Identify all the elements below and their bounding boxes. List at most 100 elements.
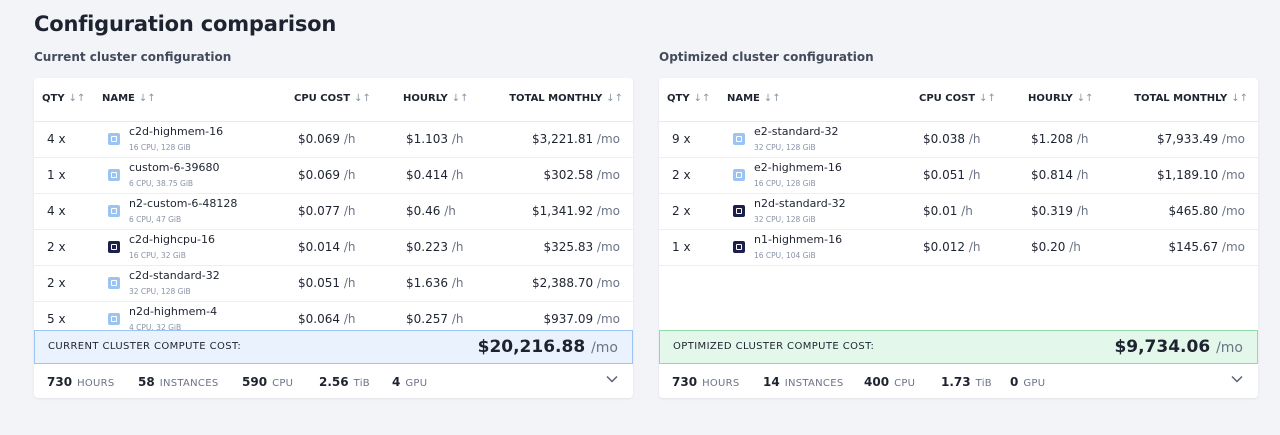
table-header: QTY ↓↑ NAME ↓↑ CPU COST ↓↑ HOURLY ↓↑ TOTAL M… [659, 78, 1258, 122]
column-cpu-cost[interactable]: CPU COST ↓↑ [919, 93, 996, 104]
table-row[interactable]: 9 x e2-standard-32 32 CPU, 128 GiB $0.038 /… [659, 122, 1258, 158]
stat-instances: 58 INSTANCES [138, 375, 219, 389]
column-hourly[interactable]: HOURLY ↓↑ [1028, 93, 1094, 104]
cpu-cost-cell: $0.01 /h [923, 204, 973, 218]
stat-cpu: 590 CPU [242, 375, 294, 389]
instance-name: c2d-standard-32 [129, 269, 220, 282]
instance-name: n2d-highmem-4 [129, 305, 218, 318]
instance-name: e2-highmem-16 [754, 161, 842, 174]
column-total-monthly[interactable]: TOTAL MONTHLY ↓↑ [1134, 93, 1248, 104]
sort-icon[interactable]: ↓↑ [606, 93, 623, 104]
instance-type-icon [733, 205, 745, 217]
instance-rows[interactable]: 9 x e2-standard-32 32 CPU, 128 GiB $0.038 /… [659, 122, 1258, 330]
instance-spec: 32 CPU, 128 GiB [129, 287, 191, 296]
instance-spec: 4 CPU, 32 GiB [129, 323, 182, 330]
instance-type-icon [108, 313, 120, 325]
instance-name: n1-highmem-16 [754, 233, 843, 246]
instance-rows[interactable]: 4 x c2d-highmem-16 16 CPU, 128 GiB $0.069 /… [34, 122, 633, 330]
stat-gpu: 4 GPU [392, 375, 428, 389]
cpu-cost-cell: $0.038 /h [923, 132, 981, 146]
monthly-cell: $1,341.92 /mo [532, 204, 620, 218]
monthly-cell: $937.09 /mo [543, 312, 620, 326]
chevron-down-icon[interactable] [605, 372, 619, 386]
sort-icon[interactable]: ↓↑ [354, 93, 371, 104]
table-row[interactable]: 1 x custom-6-39680 6 CPU, 38.75 GiB $0.069 … [34, 158, 633, 194]
column-cpu-cost[interactable]: CPU COST ↓↑ [294, 93, 371, 104]
table-row[interactable]: 2 x n2d-standard-32 32 CPU, 128 GiB $0.01 /… [659, 194, 1258, 230]
monthly-cell: $465.80 /mo [1168, 204, 1245, 218]
stat-instances: 14 INSTANCES [763, 375, 844, 389]
table-row[interactable]: 4 x n2-custom-6-48128 6 CPU, 47 GiB $0.077 … [34, 194, 633, 230]
instance-spec: 16 CPU, 128 GiB [129, 143, 191, 152]
qty-cell: 9 x [672, 132, 691, 146]
table-row[interactable]: 1 x n1-highmem-16 16 CPU, 104 GiB $0.012 /h… [659, 230, 1258, 266]
sort-icon[interactable]: ↓↑ [68, 93, 86, 104]
current-stats-bar: 730 HOURS 58 INSTANCES 590 CPU 2.56 TiB 4 GPU [34, 364, 633, 398]
instance-type-icon [733, 169, 745, 181]
summary-label: CURRENT CLUSTER COMPUTE COST: [48, 341, 242, 352]
optimized-stats-bar: 730 HOURS 14 INSTANCES 400 CPU 1.73 TiB 0 GPU [659, 364, 1258, 398]
column-total-monthly[interactable]: TOTAL MONTHLY ↓↑ [509, 93, 623, 104]
chevron-down-icon[interactable] [1230, 372, 1244, 386]
qty-cell: 2 x [47, 240, 66, 254]
cpu-cost-cell: $0.064 /h [298, 312, 356, 326]
hourly-cell: $0.414 /h [406, 168, 464, 182]
qty-cell: 2 x [672, 168, 691, 182]
qty-cell: 4 x [47, 132, 66, 146]
instance-spec: 32 CPU, 128 GiB [754, 143, 816, 152]
sort-icon[interactable]: ↓↑ [1076, 93, 1094, 104]
instance-type-icon [108, 205, 120, 217]
qty-cell: 2 x [47, 276, 66, 290]
monthly-cell: $1,189.10 /mo [1157, 168, 1245, 182]
instance-name: n2-custom-6-48128 [129, 197, 238, 210]
summary-value: $9,734.06 /mo [1114, 337, 1243, 357]
stat-hours: 730 HOURS [672, 375, 740, 389]
optimized-config-panel: Optimized cluster configuration QTY ↓↑ NA… [659, 50, 1259, 398]
column-name[interactable]: NAME ↓↑ [102, 93, 156, 104]
sort-icon[interactable]: ↓↑ [979, 93, 996, 104]
qty-cell: 2 x [672, 204, 691, 218]
hourly-cell: $1.208 /h [1031, 132, 1089, 146]
instance-type-icon [108, 133, 120, 145]
qty-cell: 5 x [47, 312, 66, 326]
sort-icon[interactable]: ↓↑ [693, 93, 711, 104]
sort-icon[interactable]: ↓↑ [451, 93, 469, 104]
current-config-card: QTY ↓↑ NAME ↓↑ CPU COST ↓↑ HOURLY ↓↑ TOTAL M… [34, 78, 633, 398]
sort-icon[interactable]: ↓↑ [138, 93, 156, 104]
table-row[interactable]: 4 x c2d-highmem-16 16 CPU, 128 GiB $0.069 /… [34, 122, 633, 158]
stat-gpu: 0 GPU [1010, 375, 1046, 389]
hourly-cell: $0.319 /h [1031, 204, 1089, 218]
cpu-cost-cell: $0.069 /h [298, 168, 356, 182]
column-qty[interactable]: QTY ↓↑ [667, 93, 711, 104]
cpu-cost-cell: $0.077 /h [298, 204, 356, 218]
optimized-cost-summary: OPTIMIZED CLUSTER COMPUTE COST: $9,734.0… [659, 330, 1258, 364]
column-qty[interactable]: QTY ↓↑ [42, 93, 86, 104]
sort-icon[interactable]: ↓↑ [763, 93, 781, 104]
instance-type-icon [108, 277, 120, 289]
stat-cpu: 400 CPU [864, 375, 916, 389]
column-name[interactable]: NAME ↓↑ [727, 93, 781, 104]
page-title: Configuration comparison [34, 12, 337, 36]
instance-type-icon [733, 133, 745, 145]
monthly-cell: $145.67 /mo [1168, 240, 1245, 254]
table-row[interactable]: 5 x n2d-highmem-4 4 CPU, 32 GiB $0.064 /h $0… [34, 302, 633, 330]
stat-memory: 2.56 TiB [319, 375, 370, 389]
hourly-cell: $0.46 /h [406, 204, 456, 218]
panel-title: Optimized cluster configuration [659, 50, 874, 64]
sort-icon[interactable]: ↓↑ [1231, 93, 1248, 104]
column-hourly[interactable]: HOURLY ↓↑ [403, 93, 469, 104]
hourly-cell: $0.223 /h [406, 240, 464, 254]
instance-spec: 16 CPU, 32 GiB [129, 251, 186, 260]
instance-name: custom-6-39680 [129, 161, 220, 174]
instance-spec: 16 CPU, 128 GiB [754, 179, 816, 188]
optimized-config-card: QTY ↓↑ NAME ↓↑ CPU COST ↓↑ HOURLY ↓↑ TOTAL M… [659, 78, 1258, 398]
instance-type-icon [108, 169, 120, 181]
stat-hours: 730 HOURS [47, 375, 115, 389]
table-row[interactable]: 2 x c2d-standard-32 32 CPU, 128 GiB $0.051 … [34, 266, 633, 302]
table-row[interactable]: 2 x e2-highmem-16 16 CPU, 128 GiB $0.051 /h… [659, 158, 1258, 194]
instance-type-icon [108, 241, 120, 253]
monthly-cell: $3,221.81 /mo [532, 132, 620, 146]
qty-cell: 4 x [47, 204, 66, 218]
hourly-cell: $0.257 /h [406, 312, 464, 326]
table-row[interactable]: 2 x c2d-highcpu-16 16 CPU, 32 GiB $0.014 /h… [34, 230, 633, 266]
